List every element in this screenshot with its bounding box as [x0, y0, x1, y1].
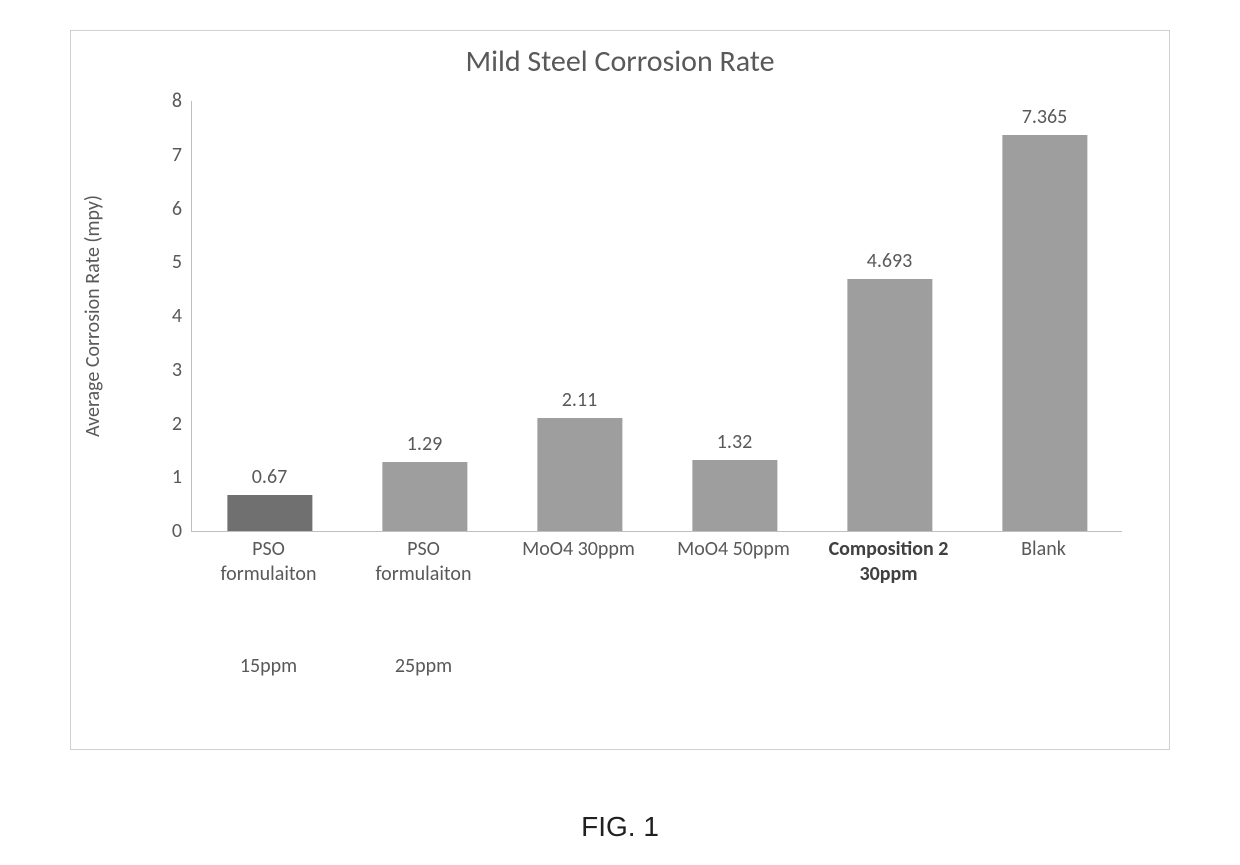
x-tick-label-line: formulaiton — [191, 562, 346, 587]
y-tick: 8 — [172, 89, 192, 113]
y-tick: 0 — [172, 519, 192, 543]
x-tick-label-line: PSO — [191, 537, 346, 562]
bar-value-label: 2.11 — [562, 388, 597, 412]
x-tick-label: PSOformulaiton 25ppm — [346, 537, 501, 679]
chart-frame: Mild Steel Corrosion Rate Average Corros… — [70, 30, 1170, 750]
x-tick-label: PSOformulaiton 15ppm — [191, 537, 346, 679]
x-tick-label-line: formulaiton — [346, 562, 501, 587]
x-tick-label-line: MoO4 50ppm — [656, 537, 811, 562]
bar-slot: 7.365 — [967, 101, 1122, 531]
x-tick-label-line — [346, 629, 501, 654]
x-tick-label-line: 15ppm — [191, 654, 346, 679]
bar-slot: 1.29 — [347, 101, 502, 531]
bar-value-label: 4.693 — [867, 249, 913, 273]
x-tick-label: MoO4 50ppm — [656, 537, 811, 562]
chart-title: Mild Steel Corrosion Rate — [71, 43, 1169, 80]
bar: 2.11 — [537, 418, 622, 531]
figure-container: Mild Steel Corrosion Rate Average Corros… — [0, 0, 1240, 865]
y-tick: 6 — [172, 197, 192, 221]
x-tick-label-line: MoO4 30ppm — [501, 537, 656, 562]
bar: 0.67 — [227, 495, 312, 531]
y-tick: 5 — [172, 250, 192, 274]
bar: 7.365 — [1002, 135, 1087, 531]
bar-value-label: 1.32 — [717, 430, 752, 454]
bar: 1.32 — [692, 460, 777, 531]
y-axis-label: Average Corrosion Rate (mpy) — [81, 101, 121, 531]
bar-slot: 0.67 — [192, 101, 347, 531]
y-tick: 7 — [172, 143, 192, 167]
x-tick-label: Composition 230ppm — [811, 537, 966, 587]
bar-value-label: 1.29 — [407, 432, 442, 456]
x-tick-label-line — [191, 629, 346, 654]
x-tick-label-line: 30ppm — [811, 562, 966, 587]
y-tick: 4 — [172, 304, 192, 328]
x-tick-label-line: PSO — [346, 537, 501, 562]
y-tick: 2 — [172, 412, 192, 436]
plot-area: 0123456780.671.292.111.324.6937.365 — [191, 101, 1122, 532]
x-tick-label-line: 25ppm — [346, 654, 501, 679]
y-tick: 3 — [172, 358, 192, 382]
bar-slot: 2.11 — [502, 101, 657, 531]
bar-slot: 4.693 — [812, 101, 967, 531]
bar: 1.29 — [382, 462, 467, 531]
bar-value-label: 7.365 — [1022, 105, 1068, 129]
bar-value-label: 0.67 — [252, 465, 287, 489]
x-tick-label: MoO4 30ppm — [501, 537, 656, 562]
bar: 4.693 — [847, 279, 932, 531]
figure-caption: FIG. 1 — [0, 811, 1240, 843]
bar-slot: 1.32 — [657, 101, 812, 531]
x-tick-label: Blank — [966, 537, 1121, 562]
x-tick-label-line: Composition 2 — [811, 537, 966, 562]
y-tick: 1 — [172, 465, 192, 489]
x-tick-label-line: Blank — [966, 537, 1121, 562]
